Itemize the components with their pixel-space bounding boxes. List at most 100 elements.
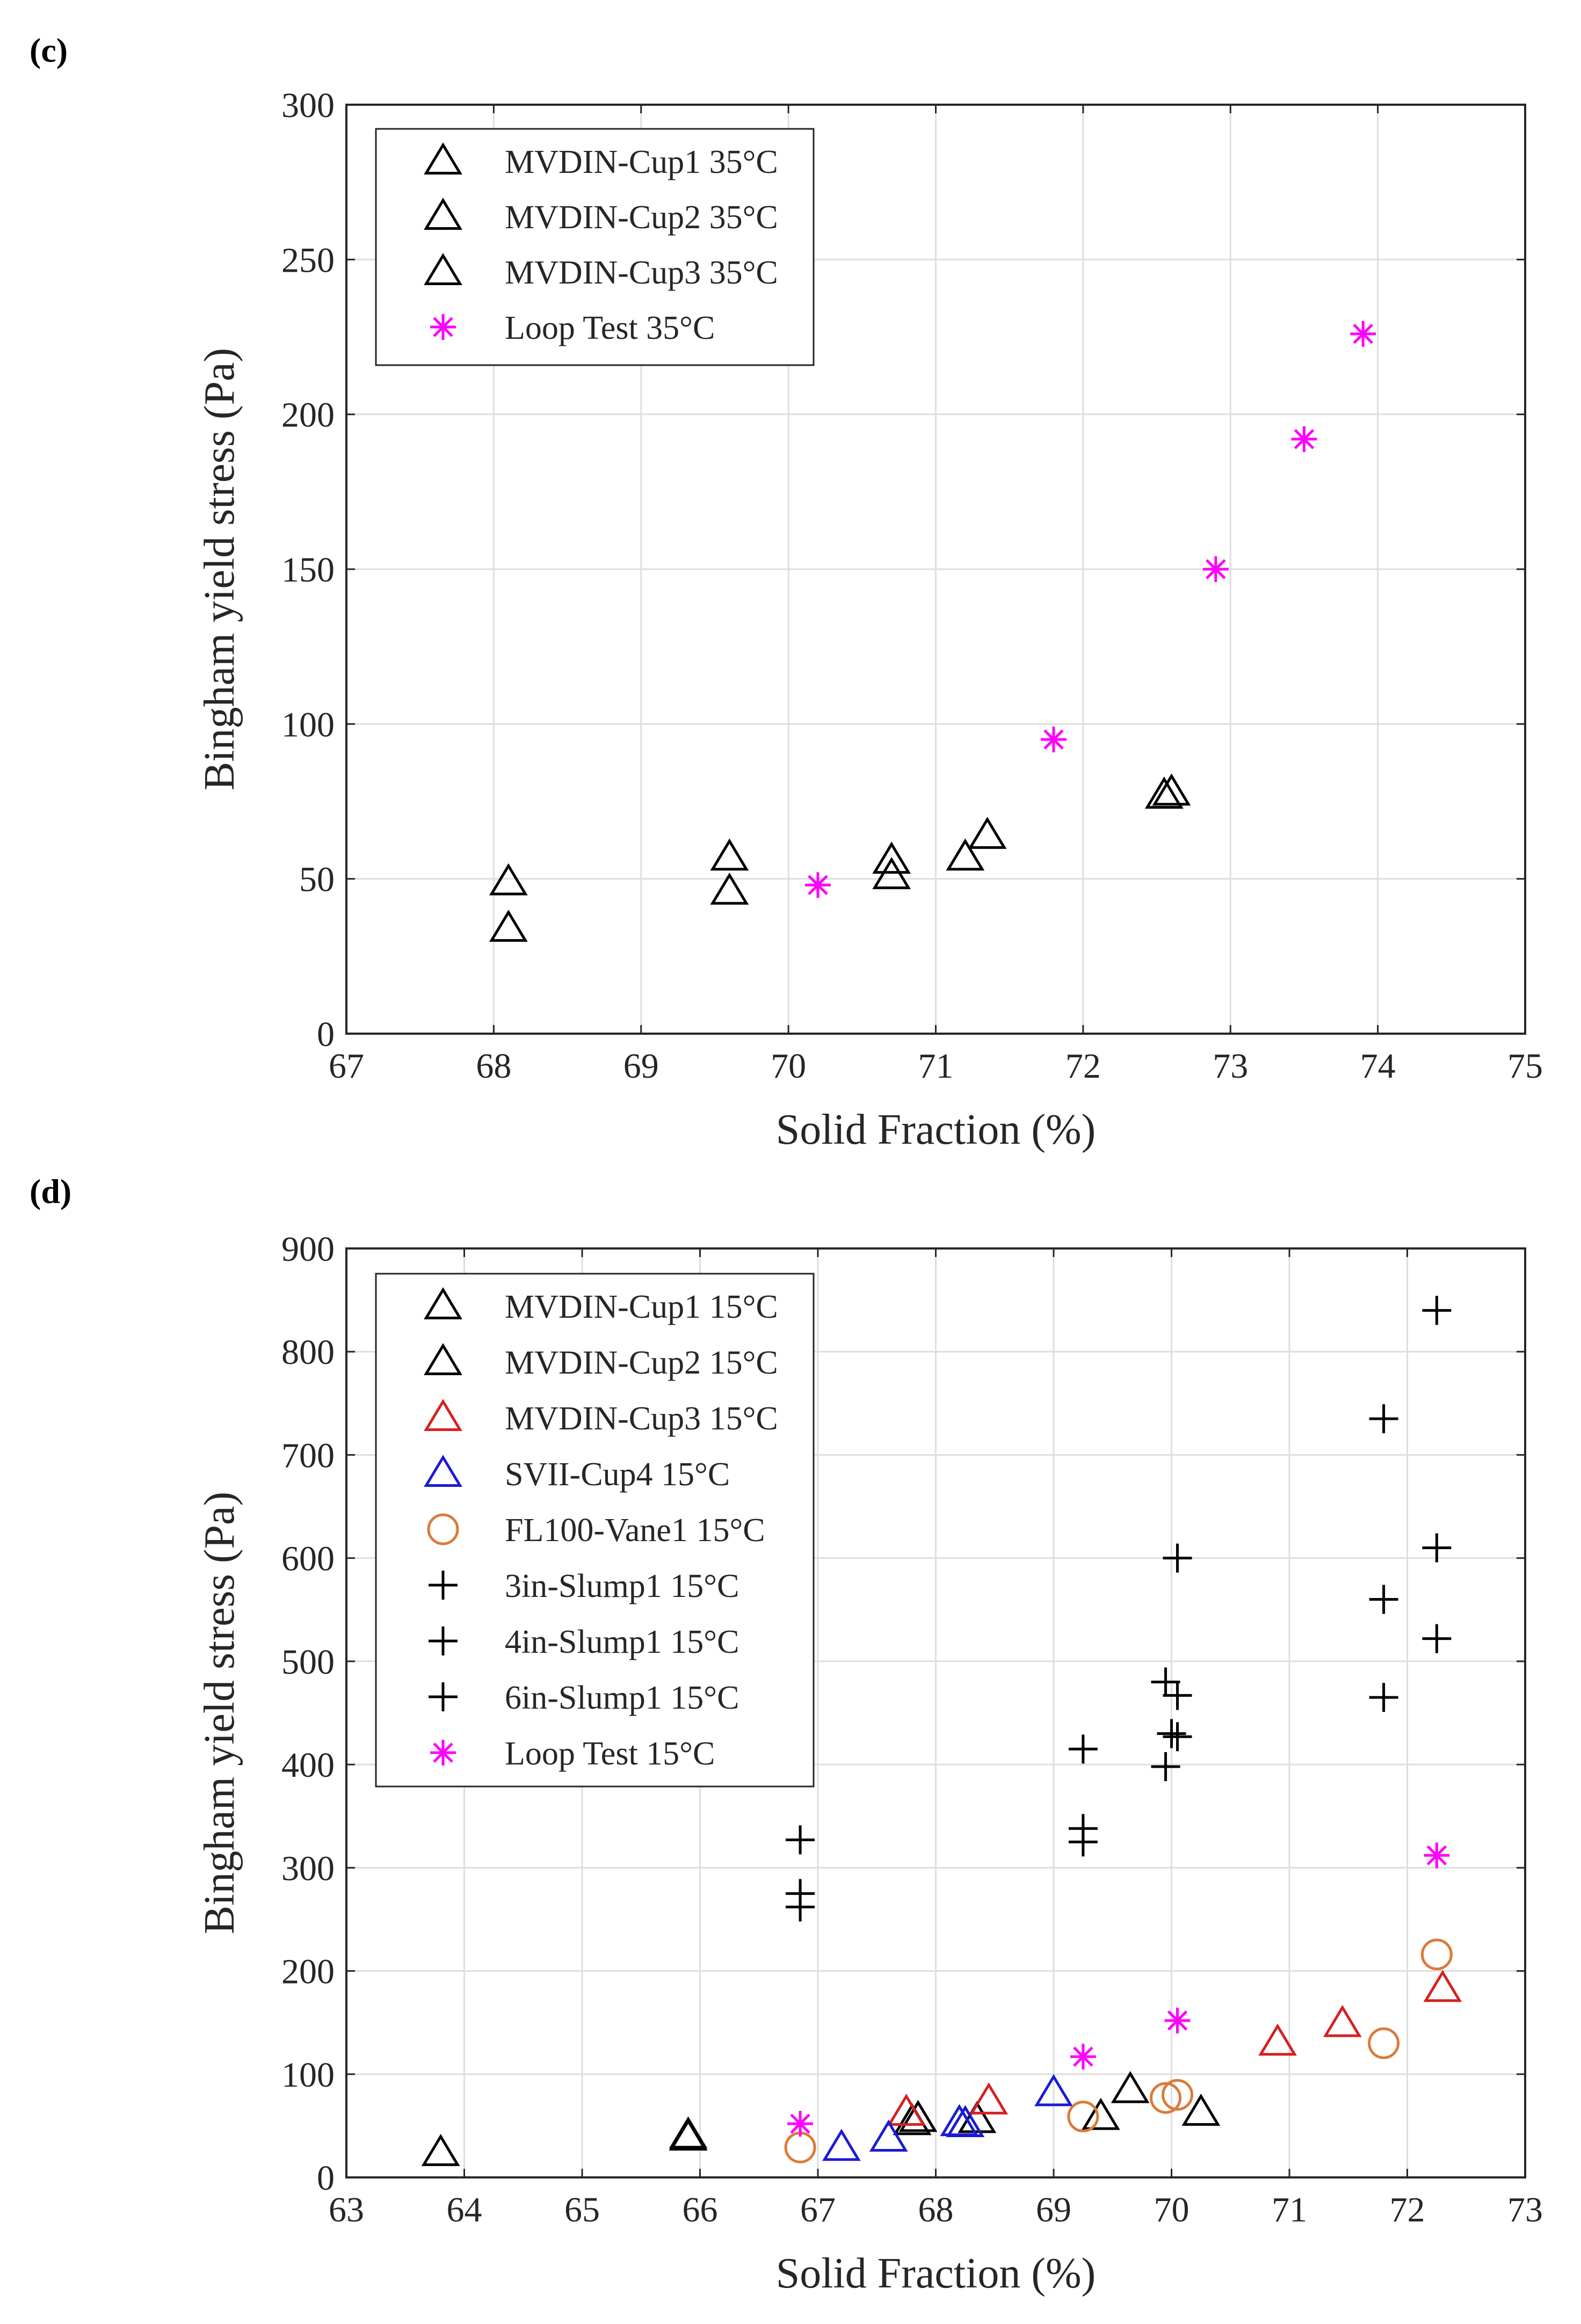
data-point [786,1892,815,1922]
y-tick-label: 200 [281,1952,335,1992]
x-tick-label: 65 [564,2190,600,2229]
data-point [489,863,528,896]
x-tick-label: 68 [476,1047,511,1086]
data-point [1163,1681,1192,1710]
data-point [1034,2074,1073,2107]
x-tick-label: 69 [1036,2190,1071,2229]
x-tick-label: 67 [800,2190,836,2229]
data-point [1291,426,1317,452]
x-tick-label: 64 [447,2190,482,2229]
data-point [1068,1734,1098,1764]
x-tick-label: 75 [1507,1047,1543,1086]
data-point [1202,556,1229,582]
legend-marker [424,1399,462,1431]
data-point [1368,2027,1400,2059]
x-tick-label: 70 [771,1047,806,1086]
data-point [1081,2097,1120,2130]
legend-label: MVDIN-Cup3 15°C [505,1400,778,1437]
y-tick-label: 700 [281,1436,335,1475]
data-point [805,872,831,898]
data-point [1323,2005,1362,2037]
x-tick-label: 73 [1213,1047,1248,1086]
data-point [1181,2094,1221,2126]
data-point [1041,727,1067,753]
x-tick-label: 69 [623,1047,659,1086]
data-point [898,2100,938,2132]
legend-label: Loop Test 15°C [505,1735,715,1772]
legend-label: 6in-Slump1 15°C [505,1680,739,1716]
y-axis-label: Bingham yield stress (Pa) [196,1492,243,1934]
legend-marker [429,1682,458,1711]
axes-frame [345,1247,1526,2178]
data-point [1163,1543,1192,1573]
legend-marker [424,198,462,230]
x-tick-label: 66 [683,2190,718,2229]
x-tick-label: 71 [1272,2190,1307,2229]
data-point [869,2119,908,2152]
legend-marker [424,1343,462,1375]
data-point [946,838,985,871]
data-point [1068,1827,1098,1857]
data-point [669,2116,708,2149]
data-point [1150,2082,1182,2114]
data-point [968,817,1007,849]
y-tick-label: 200 [281,396,335,435]
data-point [1161,2079,1193,2111]
y-axis-label: Bingham yield stress (Pa) [196,348,243,790]
y-tick-label: 100 [281,2056,335,2095]
y-tick-label: 0 [317,2159,335,2198]
data-point [1070,2044,1096,2070]
series-fl100-vane1-15c [784,1938,1453,2163]
x-tick-label: 63 [329,2190,364,2229]
panel-label-c: (c) [30,31,68,69]
chart-d: 63 64 65 66 67 68 69 70 71 72 73 0 100 200 300 400 500 60… [196,1230,1543,2297]
legend-label: SVII-Cup4 15°C [505,1456,730,1493]
data-point [872,857,911,889]
y-tick-label: 0 [317,1015,335,1054]
data-point [872,841,911,874]
x-tick-label: 72 [1065,1047,1101,1086]
legend-marker [424,1455,462,1487]
legend-label: 3in-Slump1 15°C [505,1568,739,1604]
y-tick-label: 150 [281,550,335,590]
legend-label: MVDIN-Cup2 15°C [505,1345,778,1381]
data-point [887,2094,926,2126]
legend-marker [430,314,456,340]
legend-label: MVDIN-Cup1 15°C [505,1289,778,1325]
data-point [1420,1938,1453,1971]
data-point [1151,1752,1180,1781]
legend-marker [429,1626,458,1655]
y-tick-label: 250 [281,241,335,280]
series-loop-test-35c [805,321,1376,898]
data-point [946,2105,985,2138]
y-tick-label: 50 [299,860,335,899]
x-tick-label: 70 [1154,2190,1190,2229]
legend-box [375,1273,815,1788]
x-tick-label: 71 [918,1047,954,1086]
y-tick-label: 300 [281,1849,335,1888]
data-point [1369,1404,1398,1434]
data-point [1258,2023,1297,2056]
data-point [1369,1585,1398,1614]
data-point [787,2111,814,2137]
legend-marker [424,253,462,285]
x-tick-label: 73 [1507,2190,1543,2229]
data-point [822,2129,861,2161]
x-tick-label: 67 [329,1047,364,1086]
data-point [421,2134,460,2166]
data-point [489,910,528,942]
data-point [1111,2071,1150,2103]
data-point [1157,1719,1186,1748]
x-tick-label: 72 [1390,2190,1425,2229]
data-point [1423,1970,1462,2002]
x-axis-label: Solid Fraction (%) [776,2250,1096,2297]
axes-frame [345,104,1526,1035]
x-tick-label: 74 [1360,1047,1396,1086]
legend-marker [429,1571,458,1600]
legend-marker [424,142,462,175]
data-point [1151,1667,1180,1697]
legend-label: Loop Test 35°C [505,310,715,346]
data-point [1424,1842,1450,1869]
legend-marker [430,1740,456,1766]
